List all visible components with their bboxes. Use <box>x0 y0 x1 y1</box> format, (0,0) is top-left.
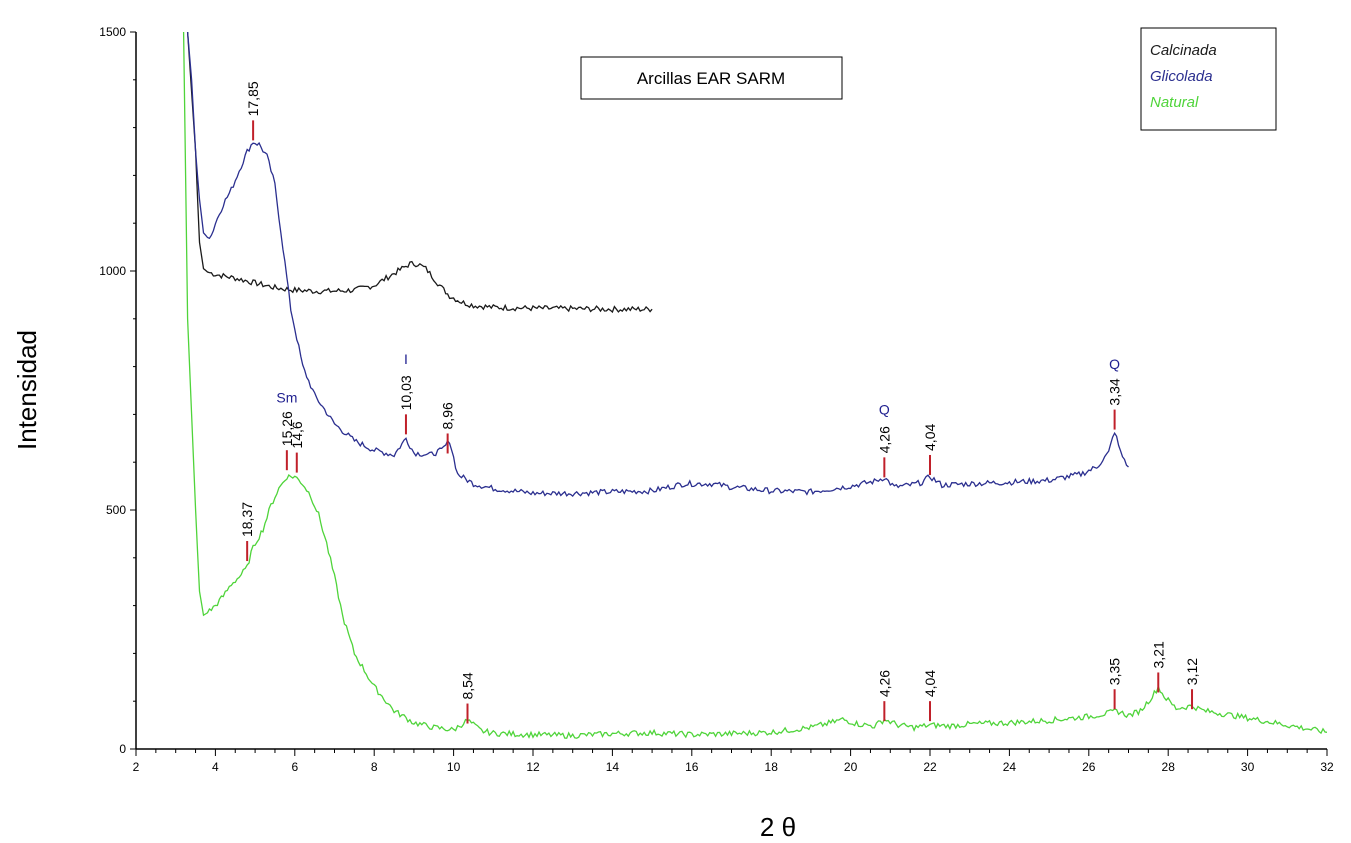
y-tick-label: 1500 <box>99 25 126 39</box>
peak-label: 3,21 <box>1150 641 1166 668</box>
series-line-glicolada <box>186 32 1129 498</box>
legend-item-natural: Natural <box>1150 94 1199 111</box>
x-tick-label: 10 <box>447 760 461 774</box>
peak-label: 3,34 <box>1107 378 1123 405</box>
series-line-natural <box>182 32 1327 739</box>
x-tick-label: 26 <box>1082 760 1096 774</box>
x-tick-label: 16 <box>685 760 699 774</box>
mineral-label: Sm <box>276 389 297 405</box>
legend-item-glicolada: Glicolada <box>1150 68 1213 85</box>
series-layer <box>182 32 1327 739</box>
chart-title-box: Arcillas EAR SARM <box>580 56 843 100</box>
x-axis-title: 2 θ <box>760 812 796 842</box>
peak-label: 4,04 <box>922 670 938 697</box>
x-tick-label: 28 <box>1162 760 1176 774</box>
mineral-label: Q <box>879 401 890 417</box>
axes: 2 4 6 8 10 12 14 16 18 20 22 24 26 28 30 32 05001000150… <box>99 25 1334 774</box>
y-tick-label: 0 <box>119 742 126 756</box>
x-tick-label: 30 <box>1241 760 1255 774</box>
mineral-label: I <box>404 351 408 367</box>
peak-label: 4,26 <box>876 670 892 697</box>
legend-item-calcinada: Calcinada <box>1150 42 1217 59</box>
peak-label: 3,35 <box>1107 658 1123 685</box>
x-tick-label: 2 <box>133 760 140 774</box>
peak-label: 4,04 <box>922 424 938 451</box>
peak-label: 8,54 <box>459 672 475 699</box>
peak-label: 17,85 <box>245 81 261 116</box>
peak-label: 14,6 <box>289 421 305 448</box>
y-tick-label: 1000 <box>99 264 126 278</box>
y-axis-title: Intensidad <box>12 330 42 450</box>
x-tick-label: 18 <box>765 760 779 774</box>
peak-label: 15,26 <box>279 411 295 446</box>
peak-label: 3,12 <box>1184 658 1200 685</box>
series-line-calcinada <box>186 32 653 314</box>
peak-label: 8,96 <box>440 402 456 429</box>
y-tick-label: 500 <box>106 503 126 517</box>
mineral-label: Q <box>1109 356 1120 372</box>
x-tick-label: 8 <box>371 760 378 774</box>
chart-title: Arcillas EAR SARM <box>637 69 785 88</box>
x-tick-label: 6 <box>291 760 298 774</box>
x-tick-label: 14 <box>606 760 620 774</box>
peak-label: 18,37 <box>239 502 255 537</box>
x-tick-label: 12 <box>526 760 540 774</box>
y-ticks: 0 500 1000 1500 <box>99 25 136 756</box>
legend: Calcinada Glicolada Natural <box>1140 27 1277 131</box>
x-tick-label: 24 <box>1003 760 1017 774</box>
x-tick-label: 32 <box>1320 760 1334 774</box>
peak-label: 10,03 <box>398 375 414 410</box>
x-tick-label: 20 <box>844 760 858 774</box>
peak-label: 4,26 <box>876 426 892 453</box>
x-tick-label: 22 <box>923 760 937 774</box>
x-tick-label: 4 <box>212 760 219 774</box>
x-ticks: 2 4 6 8 10 12 14 16 18 20 22 24 26 28 30 32 <box>133 749 1334 774</box>
